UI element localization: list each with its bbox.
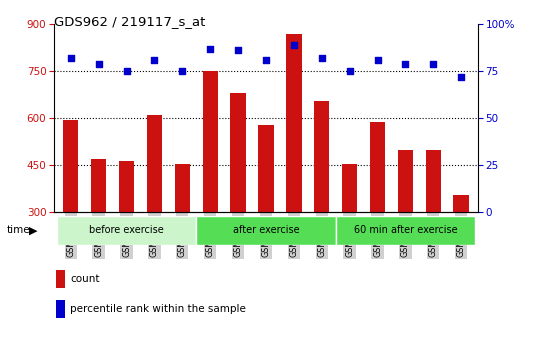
Text: GDS962 / 219117_s_at: GDS962 / 219117_s_at xyxy=(54,16,205,29)
Point xyxy=(66,55,75,61)
Text: before exercise: before exercise xyxy=(89,225,164,235)
Bar xyxy=(119,161,134,212)
Point xyxy=(429,61,437,66)
Bar xyxy=(286,33,301,212)
Text: percentile rank within the sample: percentile rank within the sample xyxy=(70,304,246,314)
Bar xyxy=(231,93,246,212)
Point xyxy=(457,74,465,80)
Point xyxy=(289,42,298,48)
Bar xyxy=(174,164,190,212)
Bar xyxy=(56,270,65,288)
Bar xyxy=(56,300,65,318)
Point xyxy=(234,48,242,53)
Bar xyxy=(370,122,385,212)
Bar xyxy=(258,125,274,212)
Bar xyxy=(63,120,78,212)
Point xyxy=(261,57,270,63)
Text: count: count xyxy=(70,274,99,284)
Bar xyxy=(196,216,336,245)
Text: time: time xyxy=(6,226,30,235)
Point xyxy=(373,57,382,63)
Point xyxy=(94,61,103,66)
Point xyxy=(401,61,410,66)
Bar xyxy=(91,159,106,212)
Bar xyxy=(202,70,218,212)
Bar xyxy=(342,164,357,212)
Bar xyxy=(147,115,162,212)
Point xyxy=(345,68,354,74)
Text: 60 min after exercise: 60 min after exercise xyxy=(354,225,457,235)
Point xyxy=(206,46,214,51)
Point xyxy=(178,68,187,74)
Bar xyxy=(426,150,441,212)
Point xyxy=(150,57,159,63)
Point xyxy=(318,55,326,61)
Bar xyxy=(454,195,469,212)
Point xyxy=(122,68,131,74)
Text: ▶: ▶ xyxy=(29,226,38,235)
Bar xyxy=(336,216,475,245)
Bar xyxy=(398,150,413,212)
Bar xyxy=(314,101,329,212)
Text: after exercise: after exercise xyxy=(233,225,299,235)
Bar xyxy=(57,216,196,245)
